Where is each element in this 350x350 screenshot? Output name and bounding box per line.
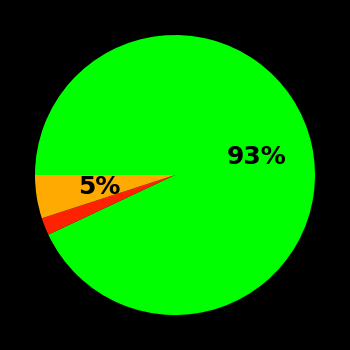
Text: 93%: 93% — [227, 145, 287, 169]
Wedge shape — [35, 175, 175, 218]
Wedge shape — [42, 175, 175, 234]
Text: 5%: 5% — [78, 175, 120, 199]
Wedge shape — [35, 35, 315, 315]
